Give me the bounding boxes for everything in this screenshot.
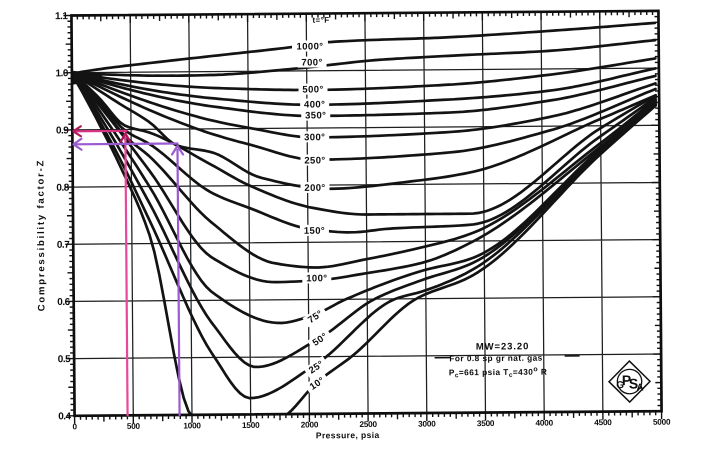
svg-text:Pressure, psia: Pressure, psia bbox=[316, 430, 380, 441]
svg-text:0.6: 0.6 bbox=[57, 297, 70, 308]
svg-text:S: S bbox=[629, 375, 638, 391]
svg-text:0: 0 bbox=[72, 422, 77, 431]
svg-text:2000: 2000 bbox=[301, 420, 319, 429]
svg-text:2500: 2500 bbox=[359, 420, 377, 429]
svg-text:1000°: 1000° bbox=[296, 41, 323, 52]
svg-text:1.0: 1.0 bbox=[55, 68, 68, 79]
svg-text:200°: 200° bbox=[304, 183, 325, 194]
svg-text:5000: 5000 bbox=[653, 418, 671, 427]
svg-text:A: A bbox=[636, 382, 643, 393]
svg-text:250°: 250° bbox=[304, 155, 325, 166]
svg-text:P: P bbox=[622, 372, 631, 388]
svg-text:3500: 3500 bbox=[477, 419, 495, 428]
svg-text:MW=23.20: MW=23.20 bbox=[476, 341, 529, 352]
svg-text:500°: 500° bbox=[302, 84, 323, 95]
svg-text:100°: 100° bbox=[306, 273, 327, 284]
svg-text:0.4: 0.4 bbox=[58, 411, 71, 422]
svg-text:700°: 700° bbox=[301, 57, 322, 68]
svg-text:0.9: 0.9 bbox=[56, 125, 69, 136]
svg-text:1000: 1000 bbox=[183, 421, 201, 430]
svg-text:Pc=661 psia Tc=430o R: Pc=661 psia Tc=430o R bbox=[449, 366, 548, 379]
svg-text:4000: 4000 bbox=[536, 419, 554, 428]
svg-text:300°: 300° bbox=[304, 132, 325, 143]
svg-text:150°: 150° bbox=[304, 226, 325, 237]
svg-text:1.1: 1.1 bbox=[55, 11, 68, 22]
svg-text:0.7: 0.7 bbox=[57, 240, 70, 251]
svg-text:400°: 400° bbox=[304, 99, 325, 110]
svg-text:0.5: 0.5 bbox=[58, 354, 71, 365]
svg-text:For 0.8 sp gr nat. gas: For 0.8 sp gr nat. gas bbox=[449, 353, 542, 364]
svg-text:1500: 1500 bbox=[242, 421, 260, 430]
svg-text:3000: 3000 bbox=[418, 419, 436, 428]
svg-text:350°: 350° bbox=[305, 110, 326, 121]
svg-text:500: 500 bbox=[127, 422, 141, 431]
svg-text:G: G bbox=[616, 380, 624, 391]
svg-text:4500: 4500 bbox=[594, 418, 612, 427]
svg-text:0.8: 0.8 bbox=[56, 183, 69, 194]
svg-text:t=°F: t=°F bbox=[312, 16, 329, 25]
svg-text:Compressibility factor-Z: Compressibility factor-Z bbox=[35, 159, 47, 312]
